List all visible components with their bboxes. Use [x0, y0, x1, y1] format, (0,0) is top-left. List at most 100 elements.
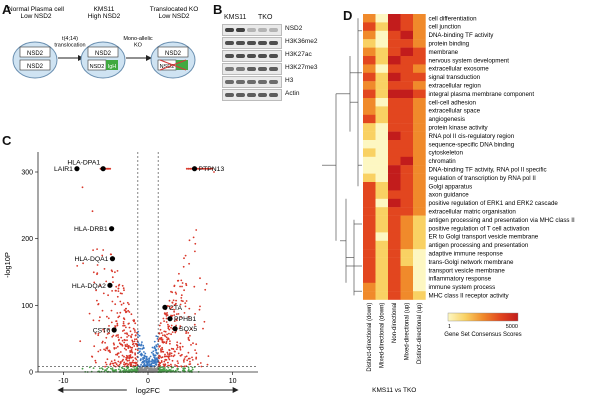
- volcano-point: [187, 338, 190, 340]
- blot-lane-label-kms11: KMS11: [224, 14, 247, 21]
- volcano-point: [127, 303, 130, 306]
- volcano-point: [155, 357, 158, 360]
- volcano-point: [207, 355, 210, 357]
- volcano-point: [171, 359, 174, 362]
- volcano-point: [154, 349, 157, 352]
- volcano-point: [168, 364, 171, 367]
- heatmap-cell: [375, 291, 389, 300]
- volcano-point: [156, 345, 158, 348]
- heatmap-cell: [388, 39, 401, 48]
- volcano-point: [101, 309, 104, 312]
- blot-strip: [222, 24, 282, 36]
- volcano-point: [170, 352, 173, 355]
- heatmap-cell: [363, 156, 376, 166]
- volcano-point: [175, 302, 177, 305]
- volcano-point: [197, 363, 199, 366]
- volcano-point: [153, 360, 156, 363]
- volcano-point: [203, 320, 206, 323]
- volcano-point: [185, 284, 188, 287]
- heatmap-cell: [388, 224, 401, 233]
- heatmap-cell: [388, 22, 401, 31]
- volcano-point: [164, 363, 167, 366]
- volcano-point: [105, 280, 108, 283]
- volcano-point: [172, 366, 175, 369]
- heatmap-row-label: Golgi apparatus: [429, 183, 473, 190]
- x-tick-label: -10: [58, 378, 68, 385]
- heatmap-cell: [388, 215, 401, 225]
- blot-band: [247, 41, 256, 45]
- volcano-point: [184, 254, 187, 257]
- volcano-point: [122, 302, 125, 305]
- heatmap-column-labels: Distinct-directional (down) Mixed-directi…: [367, 303, 423, 394]
- volcano-point: [155, 351, 158, 354]
- volcano-point: [159, 362, 162, 364]
- heatmap-cell: [400, 249, 414, 258]
- heatmap-cell: [375, 266, 389, 275]
- heatmap-cell: [400, 224, 414, 233]
- volcano-point: [160, 349, 162, 352]
- volcano-point: [92, 367, 95, 369]
- heatmap-cell: [363, 64, 376, 73]
- volcano-point: [122, 324, 124, 327]
- volcano-point: [134, 343, 137, 345]
- volcano-point: [155, 335, 158, 337]
- volcano-point: [187, 366, 190, 369]
- volcano-point: [125, 311, 127, 314]
- volcano-point: [113, 369, 115, 371]
- normal-nsd2-label-2: NSD2: [27, 64, 44, 70]
- volcano-point: [156, 367, 159, 370]
- volcano-point: [187, 369, 190, 372]
- volcano-point: [111, 335, 114, 338]
- volcano-point: [110, 269, 113, 272]
- volcano-point: [102, 249, 105, 251]
- volcano-point: [144, 352, 147, 355]
- volcano-point: [123, 365, 126, 368]
- heatmap-cell: [388, 232, 401, 241]
- volcano-point: [139, 367, 142, 370]
- volcano-point: [166, 369, 169, 372]
- heatmap-cell: [363, 123, 376, 132]
- heatmap-cell: [375, 81, 389, 90]
- volcano-point: [186, 359, 189, 362]
- volcano-point: [122, 369, 125, 372]
- volcano-point: [174, 369, 177, 372]
- volcano-point: [143, 356, 145, 359]
- heatmap-row-label: signal transduction: [429, 74, 481, 81]
- highlighted-gene-point: [191, 166, 198, 172]
- volcano-point: [103, 268, 106, 270]
- y-tick-label: 200: [21, 236, 33, 243]
- blot-band: [269, 67, 278, 71]
- heatmap-cell: [400, 81, 414, 90]
- volcano-point: [179, 354, 182, 357]
- volcano-point: [177, 352, 180, 355]
- volcano-point: [95, 361, 97, 364]
- volcano-point: [170, 333, 173, 336]
- volcano-point: [183, 369, 186, 372]
- heatmap-cell: [388, 98, 401, 107]
- volcano-point: [99, 284, 102, 287]
- heatmap-cell: [375, 190, 389, 199]
- volcano-point: [114, 303, 117, 306]
- volcano-point: [160, 360, 163, 362]
- heatmap-row-label: positive regulation of ERK1 and ERK2 cas…: [429, 200, 559, 207]
- volcano-point: [175, 344, 178, 346]
- volcano-point: [195, 352, 198, 355]
- heatmap-cell: [363, 249, 376, 258]
- heatmap-cell: [413, 81, 426, 90]
- gene-label: SOX5: [179, 326, 197, 333]
- heatmap-cell: [413, 106, 426, 115]
- volcano-point: [172, 299, 175, 302]
- heatmap-cell: [363, 240, 376, 250]
- volcano-point: [98, 319, 101, 322]
- volcano-point: [126, 336, 128, 338]
- heatmap-cell: [388, 240, 401, 250]
- volcano-point: [175, 293, 178, 295]
- volcano-point-saturated: [107, 167, 110, 170]
- heatmap-cell: [400, 98, 414, 107]
- volcano-point: [176, 341, 179, 344]
- volcano-point-saturated: [204, 167, 207, 170]
- tko-nsd2-label: NSD2: [165, 51, 182, 57]
- heatmap-cell: [413, 198, 426, 208]
- volcano-point: [144, 365, 147, 368]
